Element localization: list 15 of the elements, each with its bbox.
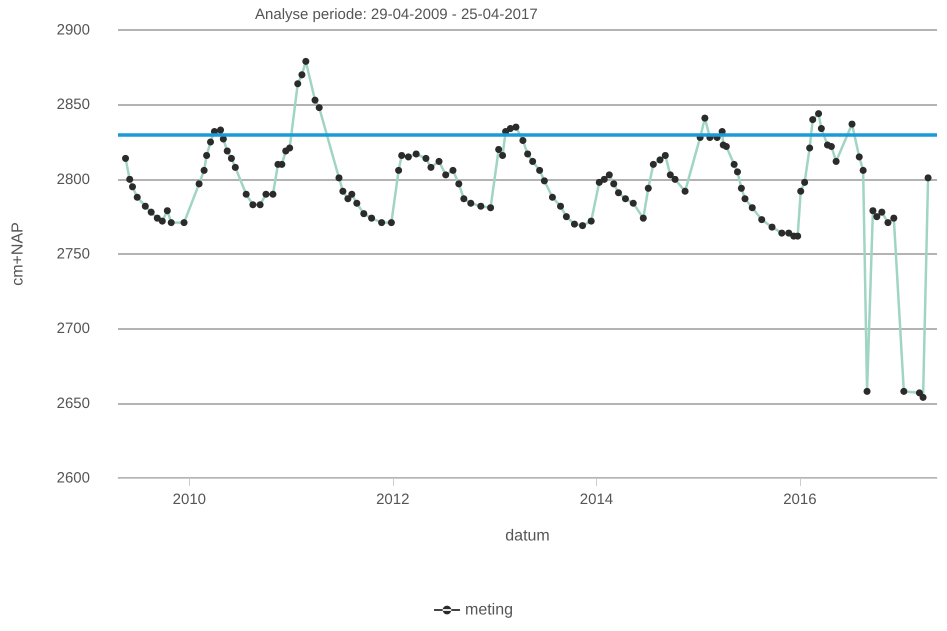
- y-axis-title: cm+NAP: [10, 222, 26, 286]
- y-tick-label: 2900: [56, 22, 90, 38]
- legend-label: meting: [464, 602, 514, 618]
- x-tick-label: 2016: [783, 491, 817, 508]
- x-axis-title: datum: [505, 528, 550, 544]
- y-tick-label: 2750: [56, 246, 90, 262]
- y-tick-label: 2800: [56, 170, 90, 188]
- x-tick-label: 2012: [376, 491, 410, 508]
- x-tick-label: 2014: [580, 491, 614, 508]
- y-tick-label: 2650: [56, 394, 90, 412]
- y-tick-label: 2850: [56, 96, 90, 114]
- y-tick-label: 2700: [56, 320, 90, 338]
- chart-title: Analyse periode: 29-04-2009 - 25-04-2017: [255, 6, 538, 23]
- y-tick-label: 2600: [56, 470, 90, 486]
- x-tick-label: 2010: [172, 491, 206, 508]
